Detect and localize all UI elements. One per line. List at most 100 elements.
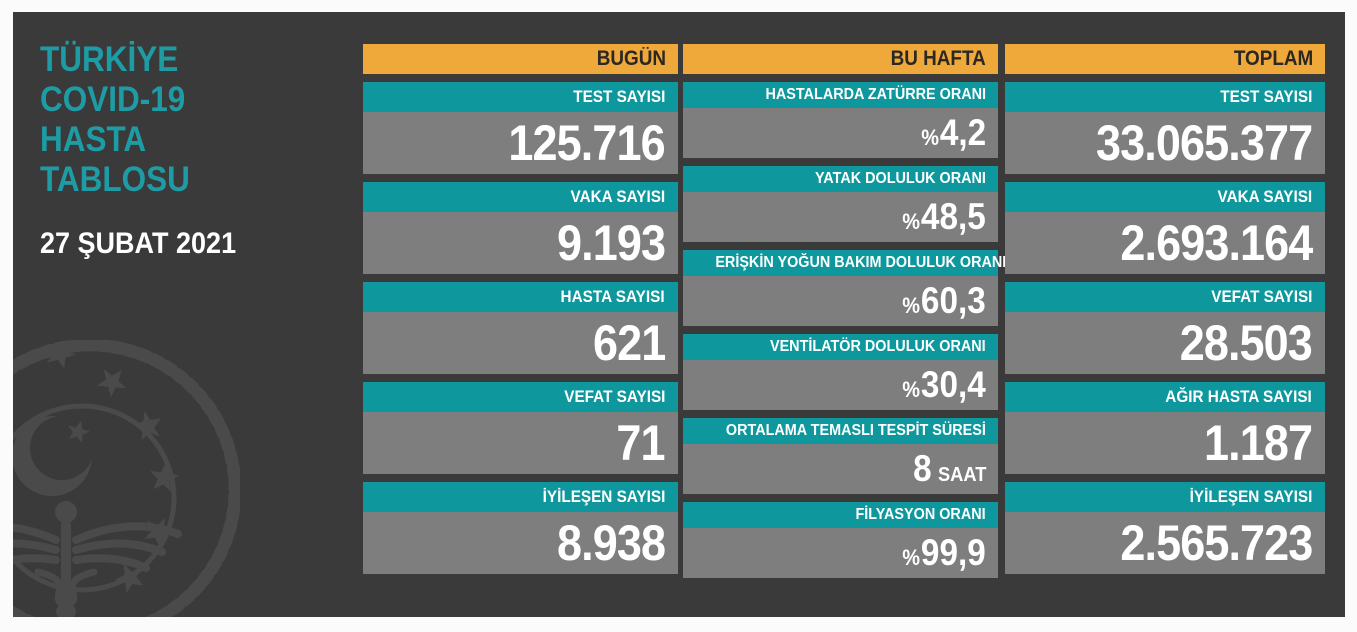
stat-value: 33.065.377 [1095, 115, 1313, 171]
stat-label-bar: TEST SAYISI [363, 82, 678, 112]
column-total: TOPLAM TEST SAYISI 33.065.377 VAKA SAYIS… [1005, 44, 1325, 574]
stat-card-today-test: TEST SAYISI 125.716 [363, 82, 678, 174]
stat-card-total-test: TEST SAYISI 33.065.377 [1005, 82, 1325, 174]
stat-label-bar: ORTALAMA TEMASLI TESPİT SÜRESİ [683, 418, 998, 444]
stat-card-week-pneumonia: HASTALARDA ZATÜRRE ORANI %4,2 [683, 82, 998, 158]
stat-card-week-icu: ERİŞKİN YOĞUN BAKIM DOLULUK ORANI %60,3 [683, 250, 1006, 326]
stat-label-bar: VAKA SAYISI [363, 182, 678, 212]
stat-label: FİLYASYON ORANI [855, 506, 986, 523]
stat-card-total-severe: AĞIR HASTA SAYISI 1.187 [1005, 382, 1325, 474]
column-today: BUGÜN TEST SAYISI 125.716 VAKA SAYISI 9.… [363, 44, 678, 574]
title-line: TÜRKİYE [40, 40, 179, 79]
stat-value-bar: 2.693.164 [1005, 212, 1325, 274]
stat-label: HASTALARDA ZATÜRRE ORANI [765, 86, 986, 103]
stat-label: VEFAT SAYISI [1210, 287, 1312, 306]
stat-label: VAKA SAYISI [570, 187, 665, 206]
title-line: TABLOSU [40, 160, 190, 199]
stat-label-bar: AĞIR HASTA SAYISI [1005, 382, 1325, 412]
stat-label-bar: VEFAT SAYISI [363, 382, 678, 412]
column-this-week: BU HAFTA HASTALARDA ZATÜRRE ORANI %4,2 Y… [683, 44, 1006, 578]
stat-label-bar: VEFAT SAYISI [1005, 282, 1325, 312]
stat-card-week-filiation: FİLYASYON ORANI %99,9 [683, 502, 998, 578]
title-line: HASTA [40, 120, 147, 159]
stat-value: 621 [592, 315, 666, 371]
stat-value-bar: %99,9 [683, 528, 998, 578]
stat-label-bar: ERİŞKİN YOĞUN BAKIM DOLULUK ORANI [683, 250, 1006, 276]
stat-label: İYİLEŞEN SAYISI [542, 487, 665, 506]
stat-label: ERİŞKİN YOĞUN BAKIM DOLULUK ORANI [715, 254, 1007, 271]
stat-value-bar: 8.938 [363, 512, 678, 574]
stat-label: AĞIR HASTA SAYISI [1165, 387, 1312, 406]
stat-prefix: % [902, 545, 921, 570]
stat-value-bar: %4,2 [683, 108, 998, 158]
stat-label: TEST SAYISI [572, 87, 665, 106]
stat-value: 8.938 [556, 515, 666, 571]
stat-card-today-patient: HASTA SAYISI 621 [363, 282, 678, 374]
title-line: COVID-19 [40, 80, 186, 119]
stat-value-bar: 125.716 [363, 112, 678, 174]
stat-prefix: % [902, 377, 921, 402]
stat-label: HASTA SAYISI [560, 287, 665, 306]
stat-label-bar: İYİLEŞEN SAYISI [363, 482, 678, 512]
stat-label-bar: VAKA SAYISI [1005, 182, 1325, 212]
stat-value: 30,4 [921, 364, 986, 405]
stat-prefix: % [902, 209, 921, 234]
stat-label: VEFAT SAYISI [563, 387, 665, 406]
stat-card-week-ventilator: VENTİLATÖR DOLULUK ORANI %30,4 [683, 334, 998, 410]
stat-value: 99,9 [921, 532, 986, 573]
emblem-crescent-star [13, 416, 94, 496]
stat-prefix: % [902, 293, 921, 318]
report-date: 27 ŞUBAT 2021 [40, 227, 237, 260]
stat-value: 2.565.723 [1119, 515, 1313, 571]
stat-label-bar: FİLYASYON ORANI [683, 502, 998, 528]
stat-value: 71 [616, 415, 666, 471]
stat-value: 125.716 [508, 115, 666, 171]
stat-card-today-death: VEFAT SAYISI 71 [363, 382, 678, 474]
stat-value: 8 [912, 448, 932, 489]
column-header-today: BUGÜN [363, 44, 678, 74]
stat-label-bar: HASTALARDA ZATÜRRE ORANI [683, 82, 998, 108]
stat-label: VAKA SAYISI [1217, 187, 1312, 206]
stat-value-bar: %30,4 [683, 360, 998, 410]
stat-label: TEST SAYISI [1219, 87, 1312, 106]
stat-value-bar: 33.065.377 [1005, 112, 1325, 174]
stat-value: 28.503 [1179, 315, 1313, 371]
stat-card-total-recovered: İYİLEŞEN SAYISI 2.565.723 [1005, 482, 1325, 574]
emblem-rope-ring [13, 340, 240, 617]
stat-prefix: % [921, 125, 939, 150]
stat-label: VENTİLATÖR DOLULUK ORANI [770, 338, 986, 355]
stat-card-week-contact-time: ORTALAMA TEMASLI TESPİT SÜRESİ 8 SAAT [683, 418, 998, 494]
emblem-caduceus [13, 501, 182, 617]
stat-label: İYİLEŞEN SAYISI [1189, 487, 1312, 506]
stat-label-bar: VENTİLATÖR DOLULUK ORANI [683, 334, 998, 360]
stat-label: ORTALAMA TEMASLI TESPİT SÜRESİ [725, 422, 986, 439]
stat-value-bar: 9.193 [363, 212, 678, 274]
column-header-this-week: BU HAFTA [683, 44, 998, 74]
stat-label-bar: YATAK DOLULUK ORANI [683, 166, 998, 192]
stat-label-bar: HASTA SAYISI [363, 282, 678, 312]
stat-value-bar: 28.503 [1005, 312, 1325, 374]
stat-value: 48,5 [921, 196, 986, 237]
stat-card-week-bed: YATAK DOLULUK ORANI %48,5 [683, 166, 998, 242]
column-header-total: TOPLAM [1005, 44, 1325, 74]
stat-card-total-case: VAKA SAYISI 2.693.164 [1005, 182, 1325, 274]
covid-table-panel: TÜRKİYE COVID-19 HASTA TABLOSU 27 ŞUBAT … [13, 12, 1345, 617]
stat-value-bar: 1.187 [1005, 412, 1325, 474]
stat-value-bar: 71 [363, 412, 678, 474]
stat-value-bar: %60,3 [683, 276, 998, 326]
stat-value-bar: %48,5 [683, 192, 998, 242]
stat-label-bar: TEST SAYISI [1005, 82, 1325, 112]
stat-card-today-recovered: İYİLEŞEN SAYISI 8.938 [363, 482, 678, 574]
stat-value: 1.187 [1203, 415, 1313, 471]
stat-value: 2.693.164 [1119, 215, 1313, 271]
stat-label: YATAK DOLULUK ORANI [815, 170, 986, 187]
stat-value-bar: 2.565.723 [1005, 512, 1325, 574]
emblem-inner-ring [13, 403, 177, 593]
stat-value: 60,3 [921, 280, 986, 321]
page-title: TÜRKİYE COVID-19 HASTA TABLOSU [40, 40, 207, 200]
stat-card-today-case: VAKA SAYISI 9.193 [363, 182, 678, 274]
stat-card-total-death: VEFAT SAYISI 28.503 [1005, 282, 1325, 374]
stat-suffix: SAAT [937, 464, 986, 486]
stat-value: 4,2 [939, 112, 986, 153]
